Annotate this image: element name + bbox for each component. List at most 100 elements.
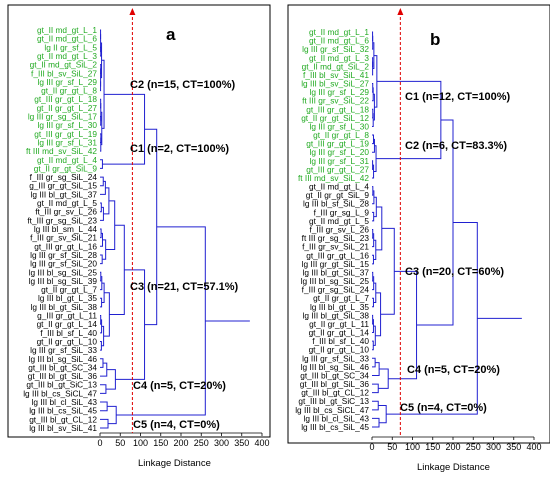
leaf-label: ft_III gr_sv_L_26 xyxy=(35,207,97,217)
dendrogram-link xyxy=(372,190,375,205)
dendrogram-link xyxy=(100,254,103,265)
leaf-label: lg II gr_sf_L_5 xyxy=(44,42,97,52)
dendrogram-link xyxy=(100,202,102,213)
leaf-label: ft III gr_sg_SiL_23 xyxy=(302,233,370,243)
leaf-label: gt_II gr_gt_SiL_9 xyxy=(34,163,98,173)
leaf-label: lg III bl_gt_SiL_37 xyxy=(303,267,370,277)
dendrogram-link xyxy=(372,357,376,368)
leaf-label: lg III gr_gt_SiL_15 xyxy=(302,259,370,269)
dendrogram-link xyxy=(100,206,104,221)
leaf-label: gt_II gr_gt_L_10 xyxy=(309,345,370,355)
leaf-label: gt_II md_gt_L_1 xyxy=(37,25,97,35)
cutoff-arrow-icon xyxy=(397,8,404,15)
leaf-label: gt_II md_gt_L_3 xyxy=(37,51,97,61)
leaf-label: gt_III bl_gt_SiL_36 xyxy=(28,371,98,381)
leaf-label: gt_II gr_gt_L_8 xyxy=(313,130,369,140)
leaf-label: lg III bl_cl_SiL_43 xyxy=(304,413,370,423)
dendrogram-link xyxy=(372,229,374,239)
dendrogram-link xyxy=(105,200,116,251)
dendrogram-link xyxy=(144,128,158,326)
dendrogram-link xyxy=(105,369,116,390)
leaf-label: gt_III gr_gt_L_18 xyxy=(34,94,97,104)
x-tick-label: 250 xyxy=(466,442,481,452)
leaf-label: lg III bl_cs_SiL_45 xyxy=(29,406,97,416)
dendrogram-link xyxy=(100,176,104,187)
panel-frame xyxy=(287,4,550,444)
dendrogram-link xyxy=(100,315,102,325)
x-tick-label: 100 xyxy=(405,442,420,452)
leaf-label: gt_II md_gt_SiL_2 xyxy=(302,61,370,71)
leaf-label: gt_III bl_gt_SiC_13 xyxy=(298,396,369,406)
leaf-label: lg III bl_gt_SiL_38 xyxy=(31,302,98,312)
dendrogram-link xyxy=(100,418,109,429)
leaf-label: gt_III gr_gt_L_16 xyxy=(34,241,97,251)
leaf-label: lg III bl_cl_SiL_43 xyxy=(32,397,98,407)
leaf-label: gt_II gr_gt_L_10 xyxy=(37,336,98,346)
dendrogram-link xyxy=(100,228,102,239)
x-tick-label: 150 xyxy=(425,442,440,452)
dendrogram-link xyxy=(103,292,110,337)
leaf-label: gt_III gr_gt_L_19 xyxy=(306,139,369,149)
leaf-label: f_III gr_sv_SiL_21 xyxy=(302,242,369,252)
x-tick-label: 250 xyxy=(194,438,209,448)
cluster-label: C1 (n=2, CT=100%) xyxy=(130,143,229,155)
cluster-label: C3 (n=21, CT=57.1%) xyxy=(130,281,239,293)
leaf-label: lg III gr_sf_SiL_33 xyxy=(30,345,97,355)
dendrogram-link xyxy=(100,297,103,308)
dendrogram-link xyxy=(100,137,102,152)
leaf-label: gt_II gr_gt_L_8 xyxy=(41,86,97,96)
dendrogram-link xyxy=(373,282,377,303)
leaf-label: lg III bl_sg_SiL_46 xyxy=(29,354,98,364)
leaf-label: gt_III gr_gt_L_18 xyxy=(306,104,369,114)
leaf-label: lg III gr_sf_SiL_20 xyxy=(30,259,97,269)
leaf-label: f_III gr_sg_L_9 xyxy=(314,207,370,217)
leaf-label: lg III bl_sg_SiL_39 xyxy=(29,276,98,286)
leaf-label: lg III gr_sg_SiL_17 xyxy=(28,112,98,122)
dendrogram-link xyxy=(109,224,125,315)
x-tick-label: 0 xyxy=(369,442,374,452)
leaf-label: f_III bl_sf_L_40 xyxy=(312,336,369,346)
panel-letter: b xyxy=(430,30,440,49)
leaf-label: f_III bl_sv_SiL_41 xyxy=(303,70,369,80)
dendrogram-link xyxy=(372,340,374,351)
leaf-label: gt_II gr_gt_SiL_12 xyxy=(301,113,369,123)
dendrogram-link xyxy=(100,358,104,368)
leaf-label: gt_II md_gt_L_4 xyxy=(37,155,97,165)
x-tick-label: 50 xyxy=(115,438,125,448)
leaf-label: gt_III gr_gt_L_19 xyxy=(34,129,97,139)
leaf-label: gt_II md_gt_L_4 xyxy=(309,182,369,192)
leaf-label: lg III bl_sg_SiL_25 xyxy=(301,276,370,286)
leaf-label: f_III bl_sf_L_40 xyxy=(40,328,97,338)
leaf-label: gt_III bl_gt_CL_12 xyxy=(301,388,369,398)
leaf-label: gt_III bl_gt_SiC_13 xyxy=(26,380,97,390)
leaf-label: ft III gr_sv_SiL_22 xyxy=(302,96,369,106)
leaf-label: gt_II gr_gt_L_14 xyxy=(309,328,370,338)
cluster-label: C4 (n=5, CT=20%) xyxy=(133,380,226,392)
x-tick-label: 400 xyxy=(254,438,269,448)
leaf-label: f_III gr_sv_SiL_21 xyxy=(30,233,97,243)
dendrogram-link xyxy=(100,401,108,412)
leaf-label: lg III gr_sf_L_31 xyxy=(309,156,369,166)
x-tick-label: 350 xyxy=(506,442,521,452)
panel-b: gt_II md_gt_L_1gt_II md_gt_L_6lg III gr_… xyxy=(287,4,550,473)
dendrogram-link xyxy=(100,276,103,291)
dendrogram-link xyxy=(372,138,375,153)
leaf-label: ft III md_sv_SiL_42 xyxy=(26,146,97,156)
leaf-label: lg III gr_sf_L_30 xyxy=(309,121,369,131)
leaf-label: f_III gr_sg_SiL_24 xyxy=(30,172,98,182)
leaf-label: lg III bl_gt_L_35 xyxy=(38,293,97,303)
x-tick-label: 200 xyxy=(445,442,460,452)
dendrogram-link xyxy=(372,35,374,50)
leaf-label: gt_II md_gt_L_5 xyxy=(309,216,369,226)
dendrogram-link xyxy=(373,239,377,261)
dendrogram-link xyxy=(386,222,478,415)
x-tick-label: 100 xyxy=(133,438,148,448)
dendrogram-link xyxy=(100,180,106,195)
cluster-label: C4 (n=5, CT=20%) xyxy=(407,364,500,376)
x-axis-label: Linkage Distance xyxy=(417,462,490,473)
leaf-label: gt_II gr_gt_L_7 xyxy=(313,293,369,303)
x-tick-label: 350 xyxy=(234,438,249,448)
leaf-label: gt_III bl_gt_CL_12 xyxy=(29,414,97,424)
cutoff-arrow-icon xyxy=(129,8,136,15)
dendrogram-link xyxy=(378,368,389,389)
